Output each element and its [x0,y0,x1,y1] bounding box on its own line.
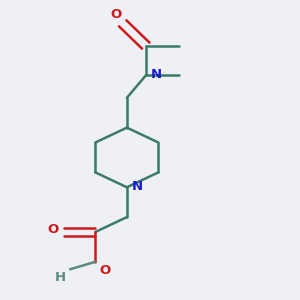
Text: O: O [110,8,122,21]
Text: N: N [151,68,162,81]
Text: O: O [47,223,59,236]
Text: O: O [100,264,111,277]
Text: N: N [132,180,143,193]
Text: H: H [55,271,66,284]
